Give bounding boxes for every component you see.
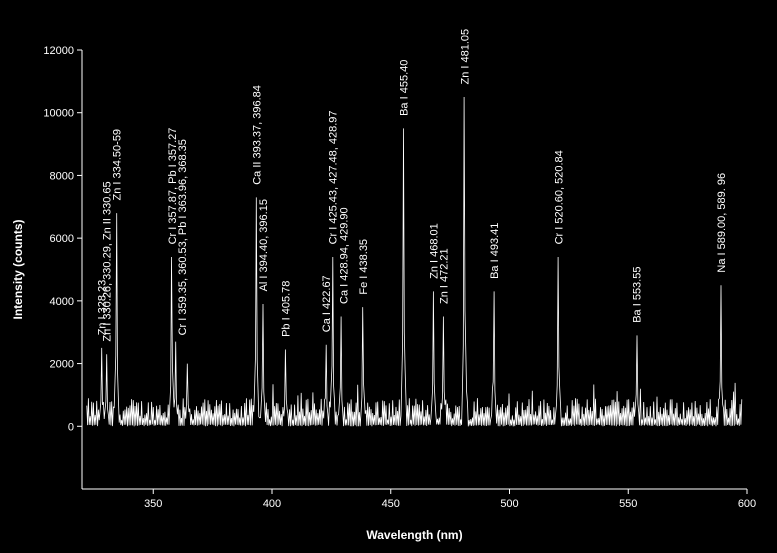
x-ticks: 350 400 450 500 550 600: [144, 489, 756, 510]
y-tick-label: 12000: [43, 45, 74, 57]
y-tick-label: 6000: [50, 233, 74, 245]
y-tick-label: 0: [68, 421, 74, 433]
peak-annotation: Ca II 393.37, 396.84: [251, 85, 263, 185]
x-tick-label: 450: [382, 498, 400, 510]
peak-annotation: Cr I 520.60, 520.84: [553, 150, 565, 244]
peak-annotation: Cr I 425.43, 427.48, 428.97: [327, 110, 339, 244]
x-tick-label: 550: [619, 498, 637, 510]
y-ticks: 0 2000 4000 6000 8000 10000 12000: [43, 45, 82, 433]
peak-annotation: Ba I 553.55: [632, 267, 644, 323]
peak-annotation: Na I 589.00, 589. 96: [716, 173, 728, 273]
peak-annotation: Zn I 481.05: [460, 29, 472, 85]
peak-annotation: Al I 394.40, 396.15: [258, 199, 270, 291]
peak-annotation: Ca I 422.67: [321, 275, 333, 332]
y-tick-label: 8000: [50, 170, 74, 182]
peak-annotation: Ba I 493.41: [489, 223, 501, 279]
axes: 350 400 450 500 550 600 0 2000 4000 6000 8000 1000…: [43, 45, 756, 510]
plot-area: [86, 96, 743, 427]
peak-annotation: Zn I 334.50-59: [111, 129, 123, 201]
x-tick-label: 500: [500, 498, 518, 510]
peak-annotation: Fe I 438.35: [358, 239, 370, 295]
peak-annotation: Zn I 328.23: [97, 280, 109, 336]
y-tick-label: 4000: [50, 296, 74, 308]
peak-annotation: Ca I 428.94, 429.90: [338, 207, 350, 304]
x-tick-label: 400: [263, 498, 281, 510]
x-tick-label: 350: [144, 498, 162, 510]
peak-annotation: Zn I 468.01: [429, 223, 441, 279]
peak-annotation: Ba I 455.40: [399, 60, 411, 116]
y-axis-title: Intensity (counts): [11, 219, 25, 319]
peak-annotation: Cr I 359.35, 360.53, Pb I 363.96, 368.35: [177, 139, 189, 335]
peak-annotation: Zn I 472.21: [439, 248, 451, 304]
y-tick-label: 10000: [43, 108, 74, 120]
x-tick-label: 600: [738, 498, 756, 510]
peak-annotation: Cr I 357.87, Pb I 357.27: [167, 128, 179, 245]
x-axis-title: Wavelength (nm): [366, 528, 462, 542]
peak-annotation: Pb I 405.78: [281, 281, 293, 337]
spectrum-line: [86, 96, 743, 427]
y-tick-label: 2000: [50, 359, 74, 371]
peak-annotation: Zn I 330.26, 330.29, Zn II 330.65: [101, 181, 113, 341]
